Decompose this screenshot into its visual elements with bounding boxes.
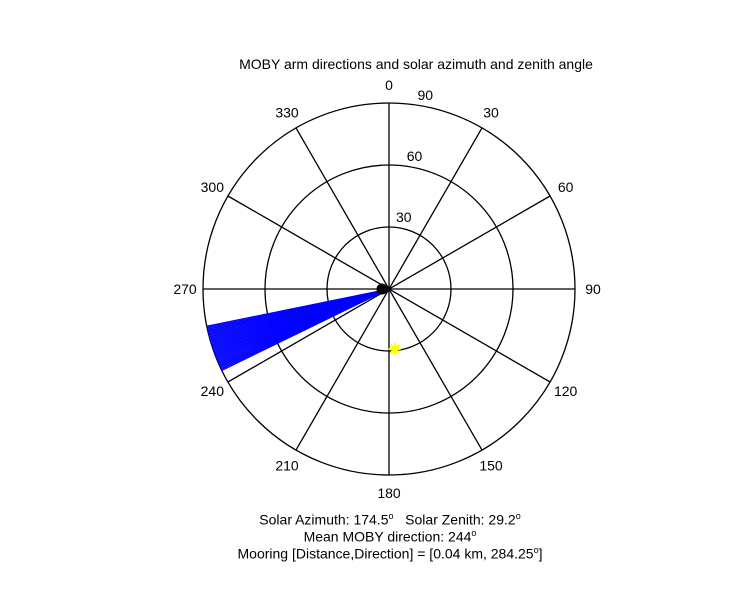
angle-tick-label: 120: [554, 383, 578, 399]
angle-tick-label: 210: [275, 458, 299, 474]
solar-caption: Solar Azimuth: 174.5o Solar Zenith: 29.2…: [0, 508, 750, 529]
solar-azimuth-text: Solar Azimuth: 174.5: [259, 511, 389, 528]
solar-zenith-text: Solar Zenith: 29.2: [405, 511, 516, 528]
mooring-caption: Mooring [Distance,Direction] = [0.04 km,…: [0, 542, 750, 563]
radial-tick-label: 30: [396, 209, 412, 225]
angle-tick-label: 30: [483, 104, 499, 120]
tick-labels: 0 30 60 90 120 150 180 210 240 270 300 330 30 60 90: [173, 77, 601, 501]
angle-tick-label: 0: [385, 77, 393, 93]
sun-marker-core: [391, 345, 399, 353]
mooring-text: Mooring [Distance,Direction] = [0.04 km,…: [237, 545, 534, 562]
degree-symbol: o: [471, 528, 477, 538]
angle-tick-label: 300: [201, 179, 225, 195]
degree-symbol: o: [388, 511, 394, 521]
degree-symbol: o: [533, 545, 539, 555]
data-layer: [206, 283, 401, 371]
radial-tick-label: 60: [407, 148, 423, 164]
degree-symbol: o: [515, 511, 521, 521]
arm-direction-fan: [206, 289, 389, 371]
chart-title: MOBY arm directions and solar azimuth an…: [239, 56, 593, 72]
angle-tick-label: 330: [275, 104, 299, 120]
angle-tick-label: 180: [377, 485, 401, 501]
sun-marker: [388, 343, 401, 356]
angle-tick-label: 240: [201, 383, 225, 399]
mean-direction-text: Mean MOBY direction: 244: [303, 528, 472, 545]
angle-tick-label: 90: [585, 281, 601, 297]
mooring-end: ]: [538, 545, 543, 562]
radial-tick-label: 90: [418, 87, 434, 103]
center-marker: [376, 283, 388, 295]
angle-tick-label: 60: [558, 179, 574, 195]
angle-tick-label: 150: [479, 458, 503, 474]
mean-direction-caption: Mean MOBY direction: 244o: [0, 525, 750, 546]
angle-tick-label: 270: [173, 281, 197, 297]
